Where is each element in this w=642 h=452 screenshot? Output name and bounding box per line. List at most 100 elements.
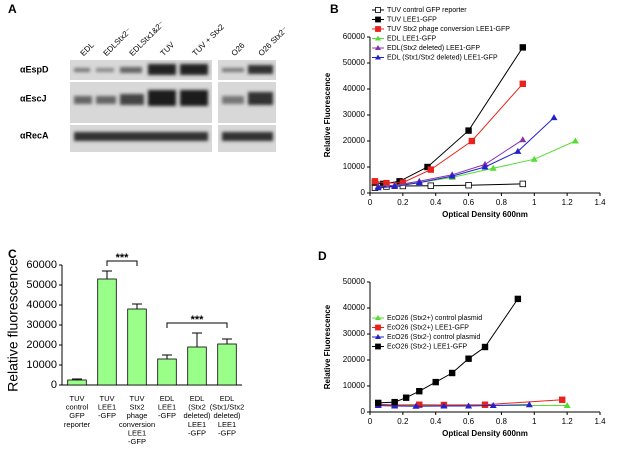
point bbox=[427, 166, 434, 173]
x-tick-label: 1.4 bbox=[594, 198, 606, 207]
point bbox=[489, 402, 497, 408]
blot-row-label: αEspD bbox=[20, 64, 49, 74]
x-tick-label: TUV bbox=[70, 394, 85, 403]
point bbox=[519, 80, 526, 87]
y-tick-label: 60000 bbox=[343, 32, 366, 41]
legend-marker bbox=[375, 35, 381, 41]
x-tick-label: 0.2 bbox=[397, 198, 409, 207]
legend-label: EDL (Stx1/Stx2 deleted) LEE1-GFP bbox=[387, 54, 498, 61]
x-axis-title: Optical Density 600nm bbox=[442, 429, 528, 438]
x-tick-label: deleted) bbox=[213, 411, 241, 420]
blot-bands bbox=[74, 64, 273, 141]
legend-label: EcO26 (Stx2+) LEE1-GFP bbox=[387, 324, 469, 331]
series-line bbox=[374, 47, 524, 185]
point bbox=[481, 401, 489, 408]
error-bar bbox=[222, 338, 232, 344]
bar bbox=[187, 346, 207, 386]
point bbox=[530, 155, 538, 162]
legend-label: TUV Stx2 phage conversion LEE1-GFP bbox=[387, 26, 510, 33]
y-tick-label: 10000 bbox=[26, 359, 57, 371]
bar bbox=[127, 308, 147, 386]
x-tick-label: control bbox=[66, 403, 89, 412]
x-tick-label: GFP bbox=[69, 411, 84, 420]
blot-panel: A αEspD αEscJ αRecA bbox=[8, 2, 276, 152]
bar bbox=[67, 379, 87, 386]
legend-label: TUV control GFP reporter bbox=[387, 7, 467, 14]
y-tick-label: 0 bbox=[51, 379, 57, 391]
x-tick-label: 0.4 bbox=[430, 417, 442, 426]
x-tick-label: -GFP bbox=[218, 428, 236, 437]
y-tick-label: 20000 bbox=[343, 355, 366, 364]
y-tick-label: 30000 bbox=[343, 329, 366, 338]
x-tick-label: 0.6 bbox=[463, 198, 475, 207]
legend-label: EcO26 (Stx2-) control plasmid bbox=[387, 334, 480, 341]
y-axis-title: Relative Fluorescence bbox=[323, 304, 332, 389]
point bbox=[374, 184, 382, 191]
point bbox=[525, 401, 533, 408]
x-axis-title: Optical Density 600nm bbox=[442, 210, 528, 219]
x-tick-label: (Stx1/Stx2 bbox=[210, 403, 245, 412]
x-tick-label: 1.2 bbox=[562, 198, 574, 207]
x-tick-label: deleted) bbox=[183, 411, 211, 420]
y-axis-title: Relative Fluorescence bbox=[323, 72, 332, 157]
series-line bbox=[378, 139, 524, 187]
point bbox=[371, 178, 379, 185]
legend-marker bbox=[375, 45, 381, 50]
y-tick-label: 10000 bbox=[343, 381, 366, 390]
legend-label: EDL LEE1-GFP bbox=[387, 35, 436, 42]
x-tick-label: EDL bbox=[220, 394, 235, 403]
x-tick-label: phage bbox=[127, 411, 148, 420]
y-tick-label: 0 bbox=[361, 407, 366, 416]
legend-label: TUV LEE1-GFP bbox=[387, 16, 437, 23]
legend-label: EDL(Stx2 deleted) LEE1-GFP bbox=[387, 45, 480, 52]
x-tick-label: -GFP bbox=[128, 437, 146, 446]
point bbox=[383, 179, 390, 187]
panel-letter: D bbox=[318, 249, 327, 263]
y-tick-label: 40000 bbox=[343, 303, 366, 312]
y-tick-label: 20000 bbox=[26, 339, 57, 351]
point bbox=[448, 172, 456, 179]
point bbox=[559, 396, 566, 403]
point bbox=[468, 137, 476, 145]
x-tick-label: 0 bbox=[368, 198, 373, 207]
point bbox=[481, 163, 489, 170]
x-tick-label: 0.2 bbox=[397, 417, 409, 426]
legend-marker bbox=[375, 16, 381, 23]
x-tick-label: (Stx2 bbox=[188, 403, 206, 412]
point bbox=[391, 398, 398, 406]
point bbox=[519, 136, 527, 143]
x-tick-label: 0 bbox=[368, 417, 373, 426]
point bbox=[440, 402, 448, 409]
significance-bracket bbox=[106, 260, 138, 266]
legend-label: EcO26 (Stx2+) control plasmid bbox=[387, 315, 482, 322]
point bbox=[427, 182, 434, 189]
x-tick-label: reporter bbox=[64, 420, 91, 429]
point bbox=[402, 394, 410, 401]
x-tick-label: LEE1 bbox=[98, 403, 116, 412]
point bbox=[465, 127, 472, 134]
x-tick-label: 0.4 bbox=[430, 198, 442, 207]
point bbox=[391, 183, 399, 189]
lane-label: TUV bbox=[159, 40, 177, 58]
error-bar bbox=[102, 270, 112, 279]
legend-marker bbox=[375, 315, 381, 320]
lane-label: O26 Stx2⁻ bbox=[257, 25, 290, 58]
y-tick-label: 40000 bbox=[343, 84, 366, 93]
x-tick-label: -GFP bbox=[158, 411, 176, 420]
point bbox=[514, 147, 522, 154]
y-tick-label: 50000 bbox=[343, 277, 366, 286]
point bbox=[519, 44, 526, 51]
panel-letter: B bbox=[330, 2, 339, 16]
x-tick-label: 0.8 bbox=[496, 417, 508, 426]
point bbox=[465, 355, 472, 362]
y-tick-label: 60000 bbox=[26, 259, 57, 271]
y-tick-label: 40000 bbox=[26, 299, 57, 311]
x-tick-label: Stx2 bbox=[129, 403, 144, 412]
x-tick-label: 0.8 bbox=[496, 198, 508, 207]
bar bbox=[97, 278, 117, 386]
series-line bbox=[374, 83, 524, 184]
error-bar bbox=[72, 378, 82, 380]
series-line bbox=[378, 140, 576, 187]
x-tick-label: 1 bbox=[532, 198, 537, 207]
error-bar bbox=[162, 354, 172, 359]
